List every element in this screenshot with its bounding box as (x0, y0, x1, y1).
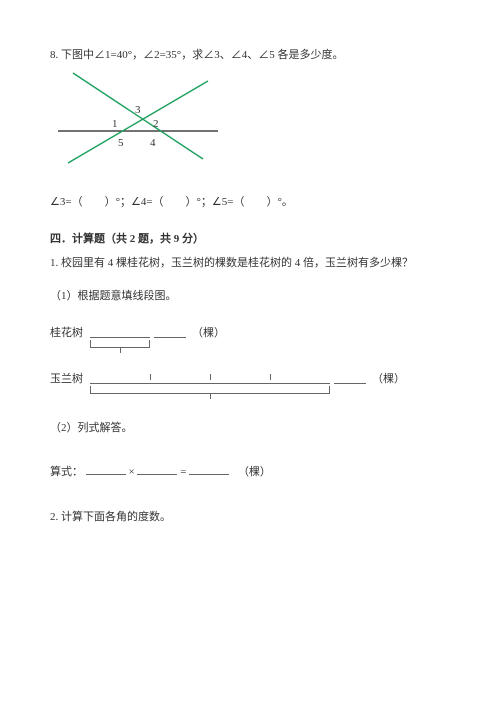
calc-blank-3[interactable] (189, 463, 229, 475)
q4-2-prompt: 2. 计算下面各角的度数。 (50, 510, 450, 525)
osmanthus-row: 桂花树 （棵） (50, 326, 450, 343)
angle-diagram-svg: 3 1 2 5 4 (58, 71, 228, 171)
bracket-a (90, 340, 150, 354)
q4-1-prompt: 1. 校园里有 4 棵桂花树，玉兰树的棵数是桂花树的 4 倍，玉兰树有多少棵？ (50, 256, 450, 271)
equals-symbol: = (180, 466, 186, 478)
svg-text:5: 5 (118, 137, 124, 149)
q4-1-step2: （2）列式解答。 (50, 421, 450, 436)
svg-text:4: 4 (150, 137, 156, 149)
magnolia-segment (90, 372, 330, 389)
svg-text:3: 3 (135, 104, 141, 116)
calc-blank-2[interactable] (137, 463, 177, 475)
magnolia-label: 玉兰树 (50, 372, 90, 387)
segment-line-a (90, 326, 150, 338)
magnolia-unit: （棵） (372, 372, 405, 387)
calc-unit: （棵） (238, 466, 271, 478)
svg-text:2: 2 (153, 118, 159, 130)
calc-blank-1[interactable] (86, 463, 126, 475)
osmanthus-label: 桂花树 (50, 326, 90, 341)
q8-diagram: 3 1 2 5 4 (58, 71, 450, 176)
bracket-b (90, 386, 330, 400)
magnolia-row: 玉兰树 （棵） (50, 372, 450, 389)
times-symbol: × (129, 466, 135, 478)
q4-1-step1: （1）根据题意填线段图。 (50, 289, 450, 304)
calc-row: 算式： × = （棵） (50, 463, 450, 480)
calc-label: 算式： (50, 466, 83, 478)
q8-fill-blanks: ∠3=（ ）°；∠4=（ ）°；∠5=（ ）°。 (50, 195, 450, 210)
svg-text:1: 1 (112, 118, 118, 130)
osmanthus-segment (90, 326, 150, 343)
q8-prompt: 8. 下图中∠1=40°，∠2=35°，求∠3、∠4、∠5 各是多少度。 (50, 48, 450, 63)
section-4-title: 四．计算题（共 2 题，共 9 分） (50, 232, 450, 247)
osmanthus-unit: （棵） (192, 326, 225, 341)
magnolia-blank[interactable] (334, 372, 366, 384)
osmanthus-blank[interactable] (154, 326, 186, 338)
